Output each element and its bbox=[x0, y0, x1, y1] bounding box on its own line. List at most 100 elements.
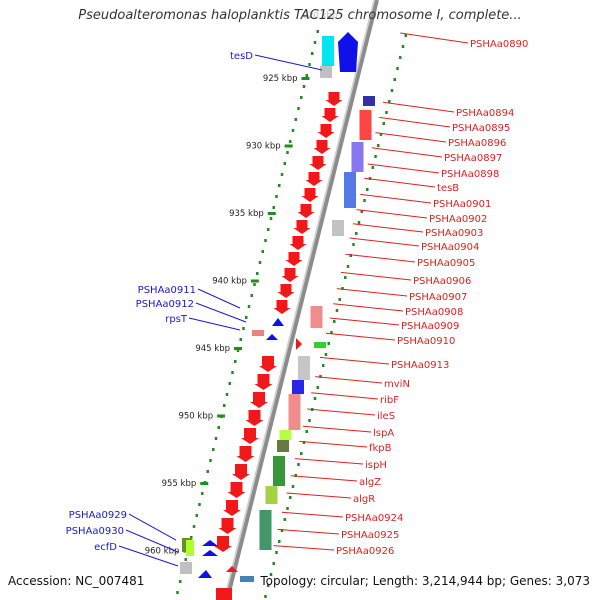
gene-arrow bbox=[236, 446, 255, 462]
ruler-dot bbox=[322, 364, 325, 367]
gene-arrow bbox=[296, 338, 302, 350]
ruler-dot bbox=[176, 591, 179, 594]
gene-label: PSHAa0904 bbox=[421, 242, 479, 253]
ruler-dot bbox=[272, 562, 275, 565]
ruler-dot bbox=[327, 342, 330, 345]
gene-arrow bbox=[325, 92, 343, 106]
gene-arrow bbox=[259, 356, 277, 372]
leader-line bbox=[118, 545, 179, 567]
ruler-dot bbox=[396, 67, 399, 70]
gene-bar bbox=[265, 486, 278, 504]
ruler-dot bbox=[352, 243, 355, 246]
ruler-dot bbox=[349, 254, 352, 257]
leader-line bbox=[349, 237, 420, 247]
ruler-dot bbox=[267, 228, 270, 231]
ruler-dot bbox=[289, 140, 292, 143]
leader-line bbox=[356, 209, 428, 219]
accession-text: Accession: NC_007481 bbox=[8, 574, 145, 588]
gene-bar bbox=[322, 36, 334, 66]
gene-label: PSHAa0902 bbox=[429, 214, 487, 225]
gene-bar bbox=[279, 430, 292, 440]
topology-summary: Topology: circular; Length: 3,214,944 bp… bbox=[260, 574, 590, 588]
gene-arrow bbox=[266, 334, 278, 340]
leader-line bbox=[197, 288, 241, 309]
gene-labels: PSHAa0890 PSHAa0894 PSHAa0895 PSHAa0896 PSHA… bbox=[66, 39, 529, 557]
ruler-dot bbox=[366, 188, 369, 191]
gene-arrow bbox=[273, 300, 291, 314]
gene-arrow bbox=[321, 108, 339, 122]
gene-arrow bbox=[301, 188, 319, 202]
ruler-dot bbox=[305, 74, 308, 77]
gene-bar bbox=[216, 588, 232, 600]
ruler-dot bbox=[258, 261, 262, 264]
gene-arrow bbox=[305, 172, 323, 186]
leader-line bbox=[336, 288, 408, 297]
gene-bar bbox=[310, 306, 323, 328]
ruler-tick bbox=[301, 77, 310, 80]
ruler-dot bbox=[388, 100, 391, 103]
ruler-dot bbox=[311, 52, 314, 55]
gene-bar bbox=[332, 220, 344, 236]
ruler-dot bbox=[242, 327, 245, 330]
gene-label: PSHAa0898 bbox=[441, 169, 499, 180]
ruler-dot bbox=[231, 371, 234, 374]
gene-label: PSHAa0894 bbox=[456, 108, 514, 119]
gene-arrow bbox=[202, 540, 218, 546]
tick-label: 945 kbp bbox=[195, 344, 230, 354]
ruler-dot bbox=[355, 232, 358, 235]
gene-arrow bbox=[250, 392, 268, 408]
ruler-dot bbox=[209, 459, 212, 462]
gene-label: PSHAa0930 bbox=[66, 526, 124, 537]
ruler-dot bbox=[190, 536, 193, 539]
ruler-dot bbox=[228, 382, 231, 385]
gene-arrow bbox=[272, 318, 284, 326]
gene-bar bbox=[186, 540, 194, 556]
gene-label: PSHAa0896 bbox=[448, 138, 506, 149]
tick-label: 940 kbp bbox=[212, 277, 247, 287]
gene-bar bbox=[363, 96, 375, 106]
gene-arrow bbox=[313, 140, 331, 154]
ruler-dot bbox=[261, 250, 264, 253]
gene-label: ribF bbox=[380, 395, 399, 406]
ruler-dot bbox=[264, 595, 267, 598]
ruler-tick bbox=[217, 414, 226, 418]
gene-arrow bbox=[309, 156, 327, 170]
gene-bar bbox=[320, 66, 332, 78]
gene-label: PSHAa0926 bbox=[336, 546, 394, 557]
gene-arrow bbox=[218, 518, 237, 534]
gene-label: fkpB bbox=[369, 443, 392, 454]
ruler-dot bbox=[195, 514, 198, 517]
gene-bar bbox=[252, 330, 264, 336]
ruler-dot bbox=[283, 518, 286, 521]
gene-bar bbox=[273, 456, 285, 486]
ruler-dot bbox=[250, 294, 253, 297]
ruler-dot bbox=[297, 463, 300, 466]
sequence-backbone bbox=[223, 0, 379, 600]
ruler-dot bbox=[302, 85, 306, 88]
ruler-dot bbox=[324, 353, 328, 356]
leader-line bbox=[340, 271, 412, 281]
gene-arrow bbox=[227, 482, 246, 498]
ruler-dot bbox=[286, 507, 289, 510]
ruler-dot bbox=[363, 199, 366, 202]
gene-label: ispH bbox=[365, 460, 387, 471]
leader-line bbox=[400, 32, 469, 44]
gene-label: lspA bbox=[373, 428, 394, 439]
ruler-dot bbox=[217, 426, 220, 429]
gene-label: PSHAa0912 bbox=[136, 299, 194, 310]
gene-bar bbox=[277, 440, 289, 452]
ruler-dot bbox=[330, 331, 333, 334]
gene-arrow bbox=[232, 464, 250, 480]
ruler-dot bbox=[399, 56, 402, 59]
leader-line bbox=[367, 163, 440, 174]
ruler-dot bbox=[360, 210, 363, 213]
gene-arrow bbox=[226, 566, 238, 572]
leader-line bbox=[299, 440, 368, 448]
ruler-dot bbox=[198, 503, 201, 506]
gene-label: PSHAa0924 bbox=[345, 513, 403, 524]
ruler-dot bbox=[316, 30, 319, 33]
ruler-dot bbox=[300, 452, 303, 455]
ruler-dot bbox=[379, 133, 383, 136]
ruler-dot bbox=[371, 166, 374, 169]
ruler-dot bbox=[201, 492, 204, 495]
